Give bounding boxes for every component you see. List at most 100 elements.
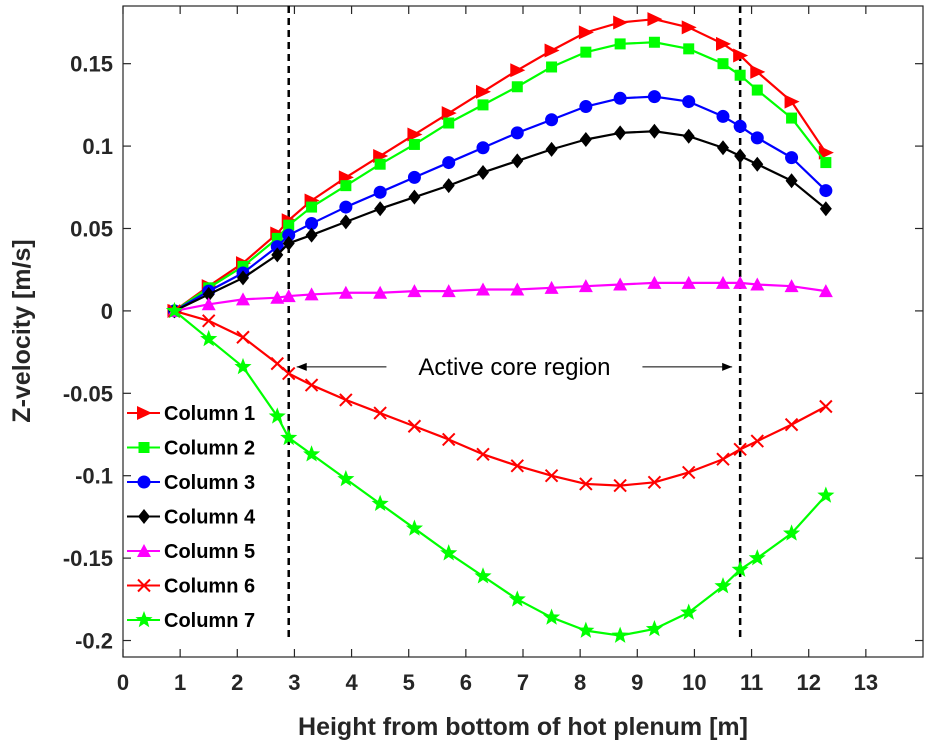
data-point (578, 279, 593, 293)
legend-item: Column 2 (127, 438, 255, 460)
data-point (648, 36, 660, 48)
data-point (751, 156, 764, 172)
data-point (750, 131, 764, 145)
data-point (681, 275, 696, 289)
series-line (173, 41, 827, 312)
data-point (271, 247, 284, 263)
legend-marker (137, 578, 151, 593)
data-point (374, 201, 387, 217)
data-point (614, 125, 627, 141)
series-line (173, 310, 827, 637)
data-point (304, 287, 319, 301)
data-point (613, 478, 627, 493)
legend-label: Column 2 (164, 438, 255, 460)
data-point (234, 357, 252, 375)
data-point (282, 228, 296, 242)
x-tick-label: 5 (403, 670, 415, 695)
legend-label: Column 6 (164, 576, 255, 598)
data-point (511, 153, 524, 169)
legend-label: Column 7 (164, 610, 255, 632)
y-tick-label: -0.15 (63, 546, 113, 571)
data-point (716, 36, 731, 51)
y-tick-label: 0 (101, 299, 113, 324)
data-point (577, 621, 595, 638)
data-point (734, 69, 746, 81)
x-tick-label: 13 (854, 670, 878, 695)
x-axis-ticks: 0 1 2 3 4 5 6 7 8 9 10 11 12 13 (117, 6, 878, 695)
y-tick-label: -0.2 (75, 629, 113, 654)
data-point (508, 590, 526, 607)
data-point (613, 15, 629, 30)
data-point (407, 419, 422, 433)
data-point (373, 185, 387, 199)
legend-marker (137, 544, 151, 557)
core-region-boundaries (287, 6, 742, 637)
legend-marker (135, 611, 153, 628)
series-line (173, 18, 827, 312)
data-point (374, 158, 386, 170)
data-point (407, 170, 421, 184)
series-column-4 (168, 123, 832, 319)
data-point (647, 275, 662, 289)
data-point (613, 277, 628, 291)
data-point (440, 544, 458, 561)
data-point (543, 608, 561, 625)
data-point (283, 219, 295, 231)
data-point (281, 289, 296, 303)
data-point (785, 173, 798, 189)
data-point (716, 275, 730, 289)
series-line (173, 130, 827, 312)
legend-label: Column 3 (164, 472, 255, 494)
data-point (476, 84, 491, 99)
data-point (819, 399, 833, 414)
data-point (340, 180, 352, 192)
data-point (783, 524, 801, 541)
data-point (733, 442, 747, 457)
data-point (544, 43, 560, 58)
legend-marker (138, 509, 150, 524)
arrow-left-head (296, 362, 307, 371)
data-point (785, 151, 799, 165)
legend-marker (137, 406, 152, 420)
data-point (545, 113, 559, 127)
y-axis-ticks: 0.15 0.1 0.05 0 -0.05 -0.1 -0.15 -0.2 (63, 52, 923, 654)
x-tick-label: 10 (682, 670, 706, 695)
data-point (750, 64, 766, 79)
data-point (545, 141, 558, 157)
x-tick-label: 7 (517, 670, 529, 695)
legend-marker (137, 475, 151, 489)
data-point (510, 63, 526, 78)
data-point (614, 38, 626, 50)
data-point (236, 292, 250, 306)
data-point (716, 109, 730, 123)
data-point (750, 277, 765, 291)
data-point (716, 452, 730, 466)
data-point (819, 201, 832, 217)
data-point (201, 297, 216, 311)
data-point (305, 217, 319, 231)
data-point (477, 99, 489, 111)
data-point (717, 58, 729, 70)
legend-item: Column 4 (127, 507, 256, 529)
x-tick-label: 8 (574, 670, 586, 695)
data-point (268, 407, 286, 424)
data-point (338, 285, 353, 299)
data-point (271, 232, 283, 244)
x-tick-label: 4 (345, 670, 358, 695)
data-point (544, 469, 559, 483)
data-point (784, 94, 800, 109)
legend-item: Column 5 (127, 541, 255, 563)
data-point (733, 119, 747, 133)
data-point (733, 275, 748, 289)
series-line (174, 281, 827, 312)
data-point (786, 112, 798, 124)
data-point (683, 43, 695, 55)
data-point (476, 141, 490, 155)
data-point (579, 100, 593, 114)
data-point (407, 127, 423, 142)
data-point (820, 157, 832, 169)
data-point (510, 126, 524, 140)
data-point (441, 284, 456, 298)
data-point (750, 434, 764, 448)
